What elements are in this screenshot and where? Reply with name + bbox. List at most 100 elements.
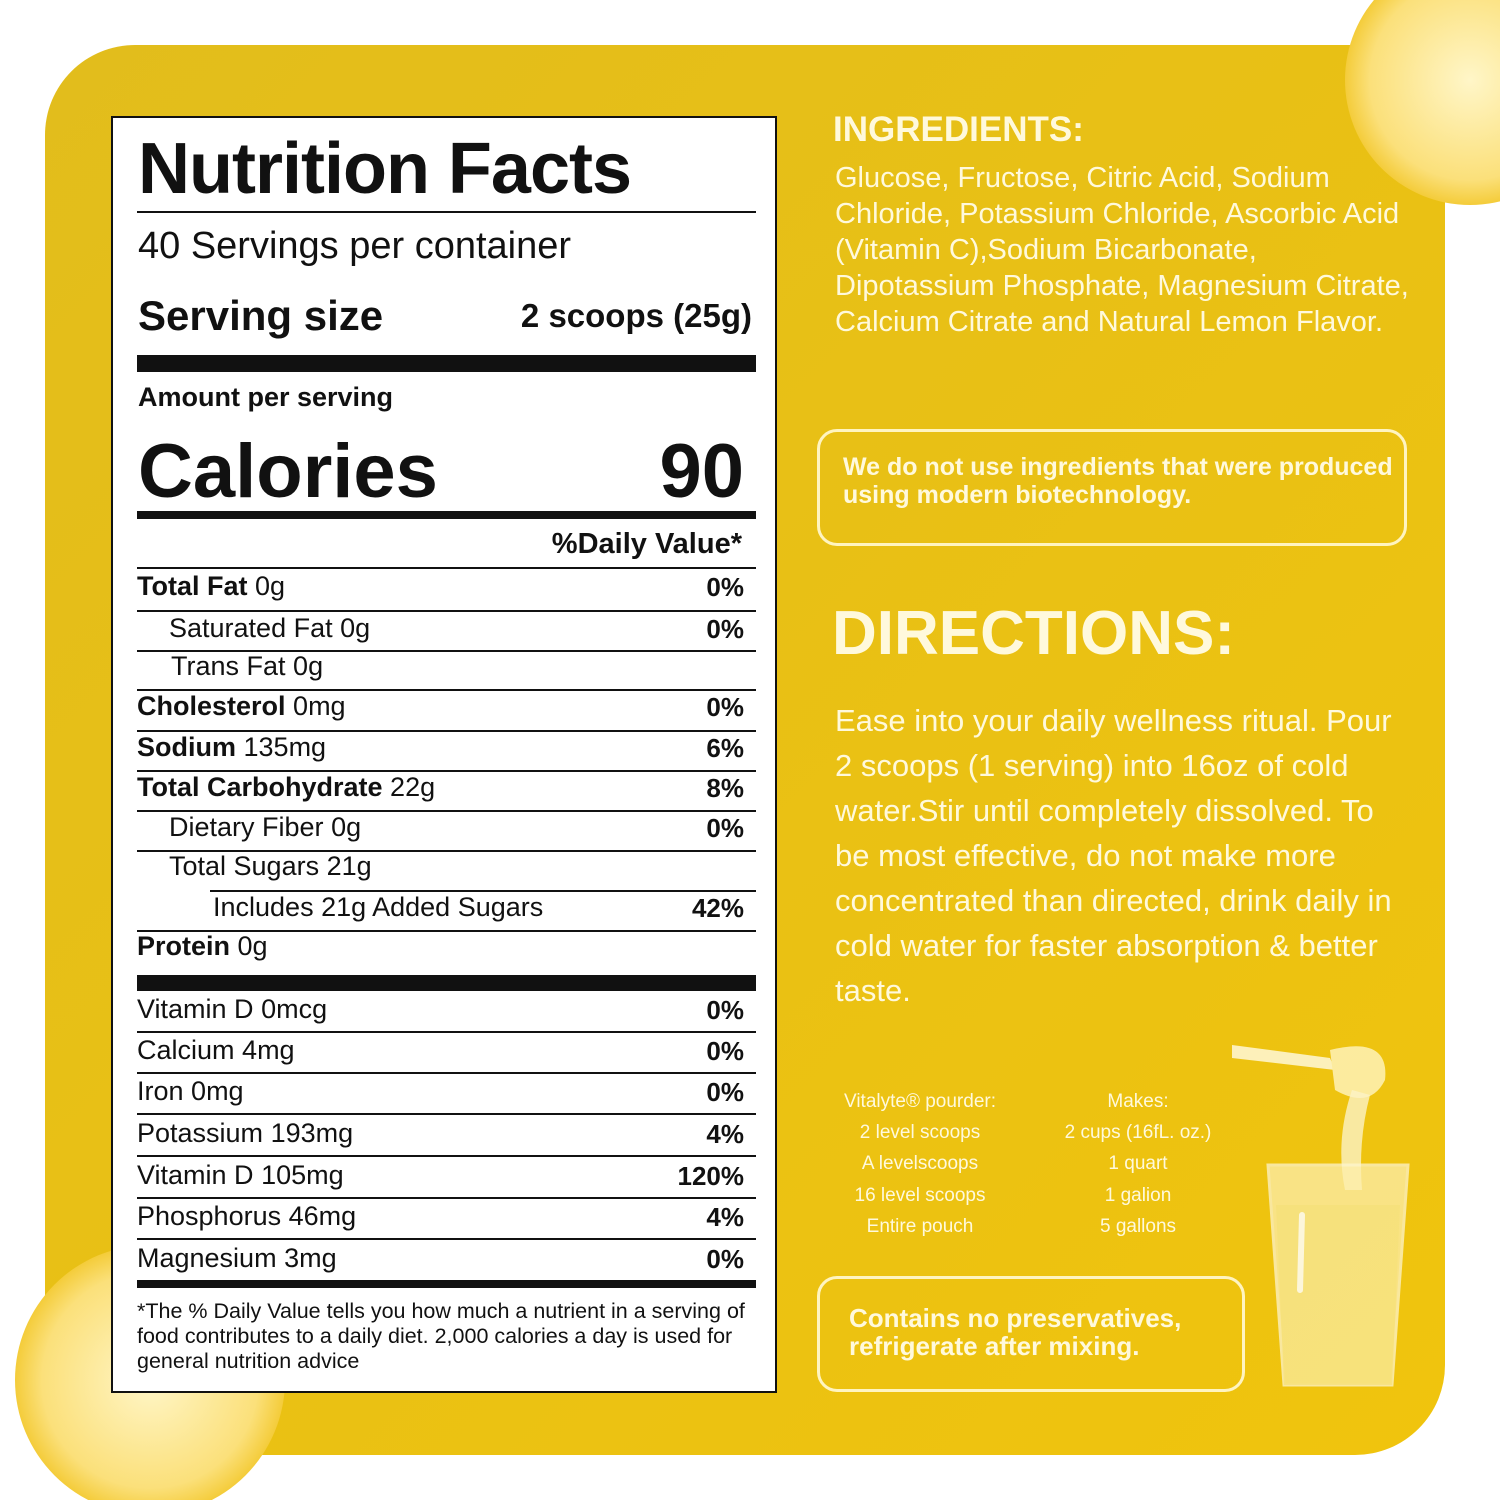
daily-value: 8% xyxy=(706,773,744,803)
nutrient-name: Total Fat xyxy=(137,571,248,601)
nutrient-row: Potassium 193mg xyxy=(137,1118,353,1149)
nutrient-name: Magnesium xyxy=(137,1243,277,1273)
rule xyxy=(137,1238,756,1240)
daily-value: 0% xyxy=(706,614,744,644)
serving-size-value: 2 scoops (25g) xyxy=(520,297,752,334)
mixing-cell: 2 cups (16fL. oz.) xyxy=(1064,1122,1212,1143)
rule xyxy=(137,930,756,932)
nutrient-row: Magnesium 3mg xyxy=(137,1243,337,1274)
nutrient-row: Phosphorus 46mg xyxy=(137,1201,356,1232)
nutrient-amount: 0mg xyxy=(293,691,346,721)
nutrient-row: Vitamin D 105mg xyxy=(137,1160,344,1191)
nutrient-name: Potassium xyxy=(137,1118,264,1148)
daily-value: 0% xyxy=(706,1036,744,1066)
directions-text: Ease into your daily wellness ritual. Po… xyxy=(835,703,1392,1008)
nutrient-row: Total Sugars 21g xyxy=(169,851,372,882)
nutrient-amount: 21g xyxy=(326,851,372,881)
nutrient-row: Vitamin D 0mcg xyxy=(137,994,327,1025)
nutrient-name: Trans Fat xyxy=(171,651,286,681)
mixing-header: Makes: xyxy=(1107,1091,1169,1112)
nutrient-amount: 0g xyxy=(340,613,371,643)
rule xyxy=(137,770,756,772)
mixing-cell: 1 quart xyxy=(1108,1153,1168,1175)
medium-rule xyxy=(137,1280,756,1288)
nutrient-name: Cholesterol xyxy=(137,691,286,721)
nutrient-amount: 0mg xyxy=(191,1076,244,1106)
nutrient-row: Trans Fat 0g xyxy=(171,651,323,682)
footnote: *The % Daily Value tells you how much a … xyxy=(137,1299,745,1373)
nutrient-amount: 0g xyxy=(331,812,362,842)
nutrient-name: Saturated Fat xyxy=(169,613,333,643)
nutrient-amount: 0g xyxy=(293,651,324,681)
mixing-cell: 2 level scoops xyxy=(859,1122,981,1143)
lemon-slice xyxy=(1345,0,1500,205)
nutrient-row: Dietary Fiber 0g xyxy=(169,812,361,843)
nutrient-name: Iron xyxy=(137,1076,184,1106)
nutrient-amount: 135mg xyxy=(243,732,327,762)
mixing-cell: 5 gallons xyxy=(1099,1215,1177,1237)
daily-value: 6% xyxy=(706,733,744,763)
nutrient-amount: 0g xyxy=(237,931,268,961)
ingredients-text: Glucose, Fructose, Citric Acid, Sodium C… xyxy=(835,162,1409,338)
note-box xyxy=(817,1276,1245,1392)
mixing-cell: Entire pouch xyxy=(866,1215,974,1237)
calories-value: 90 xyxy=(659,429,744,514)
nutrient-name: Calcium xyxy=(137,1035,235,1065)
rule xyxy=(137,1072,756,1074)
thick-rule xyxy=(137,355,756,372)
nutrient-row: Includes 21g Added Sugars xyxy=(213,892,543,923)
rule xyxy=(137,1031,756,1033)
nutrient-row: Cholesterol 0mg xyxy=(137,691,346,722)
nutrient-row: Total Fat 0g xyxy=(137,571,285,602)
daily-value: 0% xyxy=(706,692,744,722)
thick-rule xyxy=(137,975,756,991)
daily-value: 120% xyxy=(677,1161,745,1191)
directions-title: DIRECTIONS: xyxy=(832,599,1235,668)
nutrient-name: Includes 21g Added Sugars xyxy=(213,892,544,922)
medium-rule xyxy=(137,511,756,519)
note-box xyxy=(817,429,1407,546)
daily-value: 42% xyxy=(691,893,744,923)
scoop-and-glass xyxy=(1232,1045,1410,1387)
rule xyxy=(137,1197,756,1199)
nutrient-amount: 46mg xyxy=(288,1201,357,1231)
nutrient-row: Protein 0g xyxy=(137,931,268,962)
rule xyxy=(137,850,756,852)
mixing-header: Vitalyte® pourder: xyxy=(843,1091,996,1112)
nutrient-amount: 193mg xyxy=(270,1118,354,1148)
nutrient-name: Phosphorus xyxy=(137,1201,282,1231)
nutrient-name: Vitamin D xyxy=(137,1160,254,1190)
mixing-cell: 1 galion xyxy=(1104,1184,1172,1206)
nutrient-row: Saturated Fat 0g xyxy=(169,613,370,644)
rule xyxy=(137,730,756,732)
serving-size-label: Serving size xyxy=(138,292,384,339)
calories-label: Calories xyxy=(138,429,438,514)
rule xyxy=(137,1113,756,1115)
nutrient-amount: 0g xyxy=(255,571,286,601)
label-box xyxy=(111,116,777,1393)
amount-per-serving: Amount per serving xyxy=(138,382,394,412)
daily-value: 0% xyxy=(706,813,744,843)
rule xyxy=(210,890,756,892)
nutrient-amount: 0mcg xyxy=(261,994,328,1024)
daily-value: 0% xyxy=(706,1077,744,1107)
mixing-cell: 16 level scoops xyxy=(854,1184,986,1206)
rule xyxy=(137,567,756,569)
nutrient-name: Protein xyxy=(137,931,231,961)
daily-value: 0% xyxy=(706,1244,744,1274)
label-title: Nutrition Facts xyxy=(138,129,632,209)
nutrient-row: Total Carbohydrate 22g xyxy=(137,772,435,803)
nutrient-name: Sodium xyxy=(137,732,236,762)
rule xyxy=(137,610,756,612)
nutrient-amount: 22g xyxy=(390,772,436,802)
nutrient-amount: 3mg xyxy=(284,1243,337,1273)
rule xyxy=(137,689,756,691)
nutrient-name: Total Carbohydrate xyxy=(137,772,383,802)
nutrient-row: Calcium 4mg xyxy=(137,1035,295,1066)
biotech-note: We do not use ingredients that were prod… xyxy=(843,453,1393,509)
nutrient-name: Total Sugars xyxy=(169,851,320,881)
nutrient-amount: 105mg xyxy=(261,1160,344,1190)
nutrient-amount: 4mg xyxy=(242,1035,295,1065)
